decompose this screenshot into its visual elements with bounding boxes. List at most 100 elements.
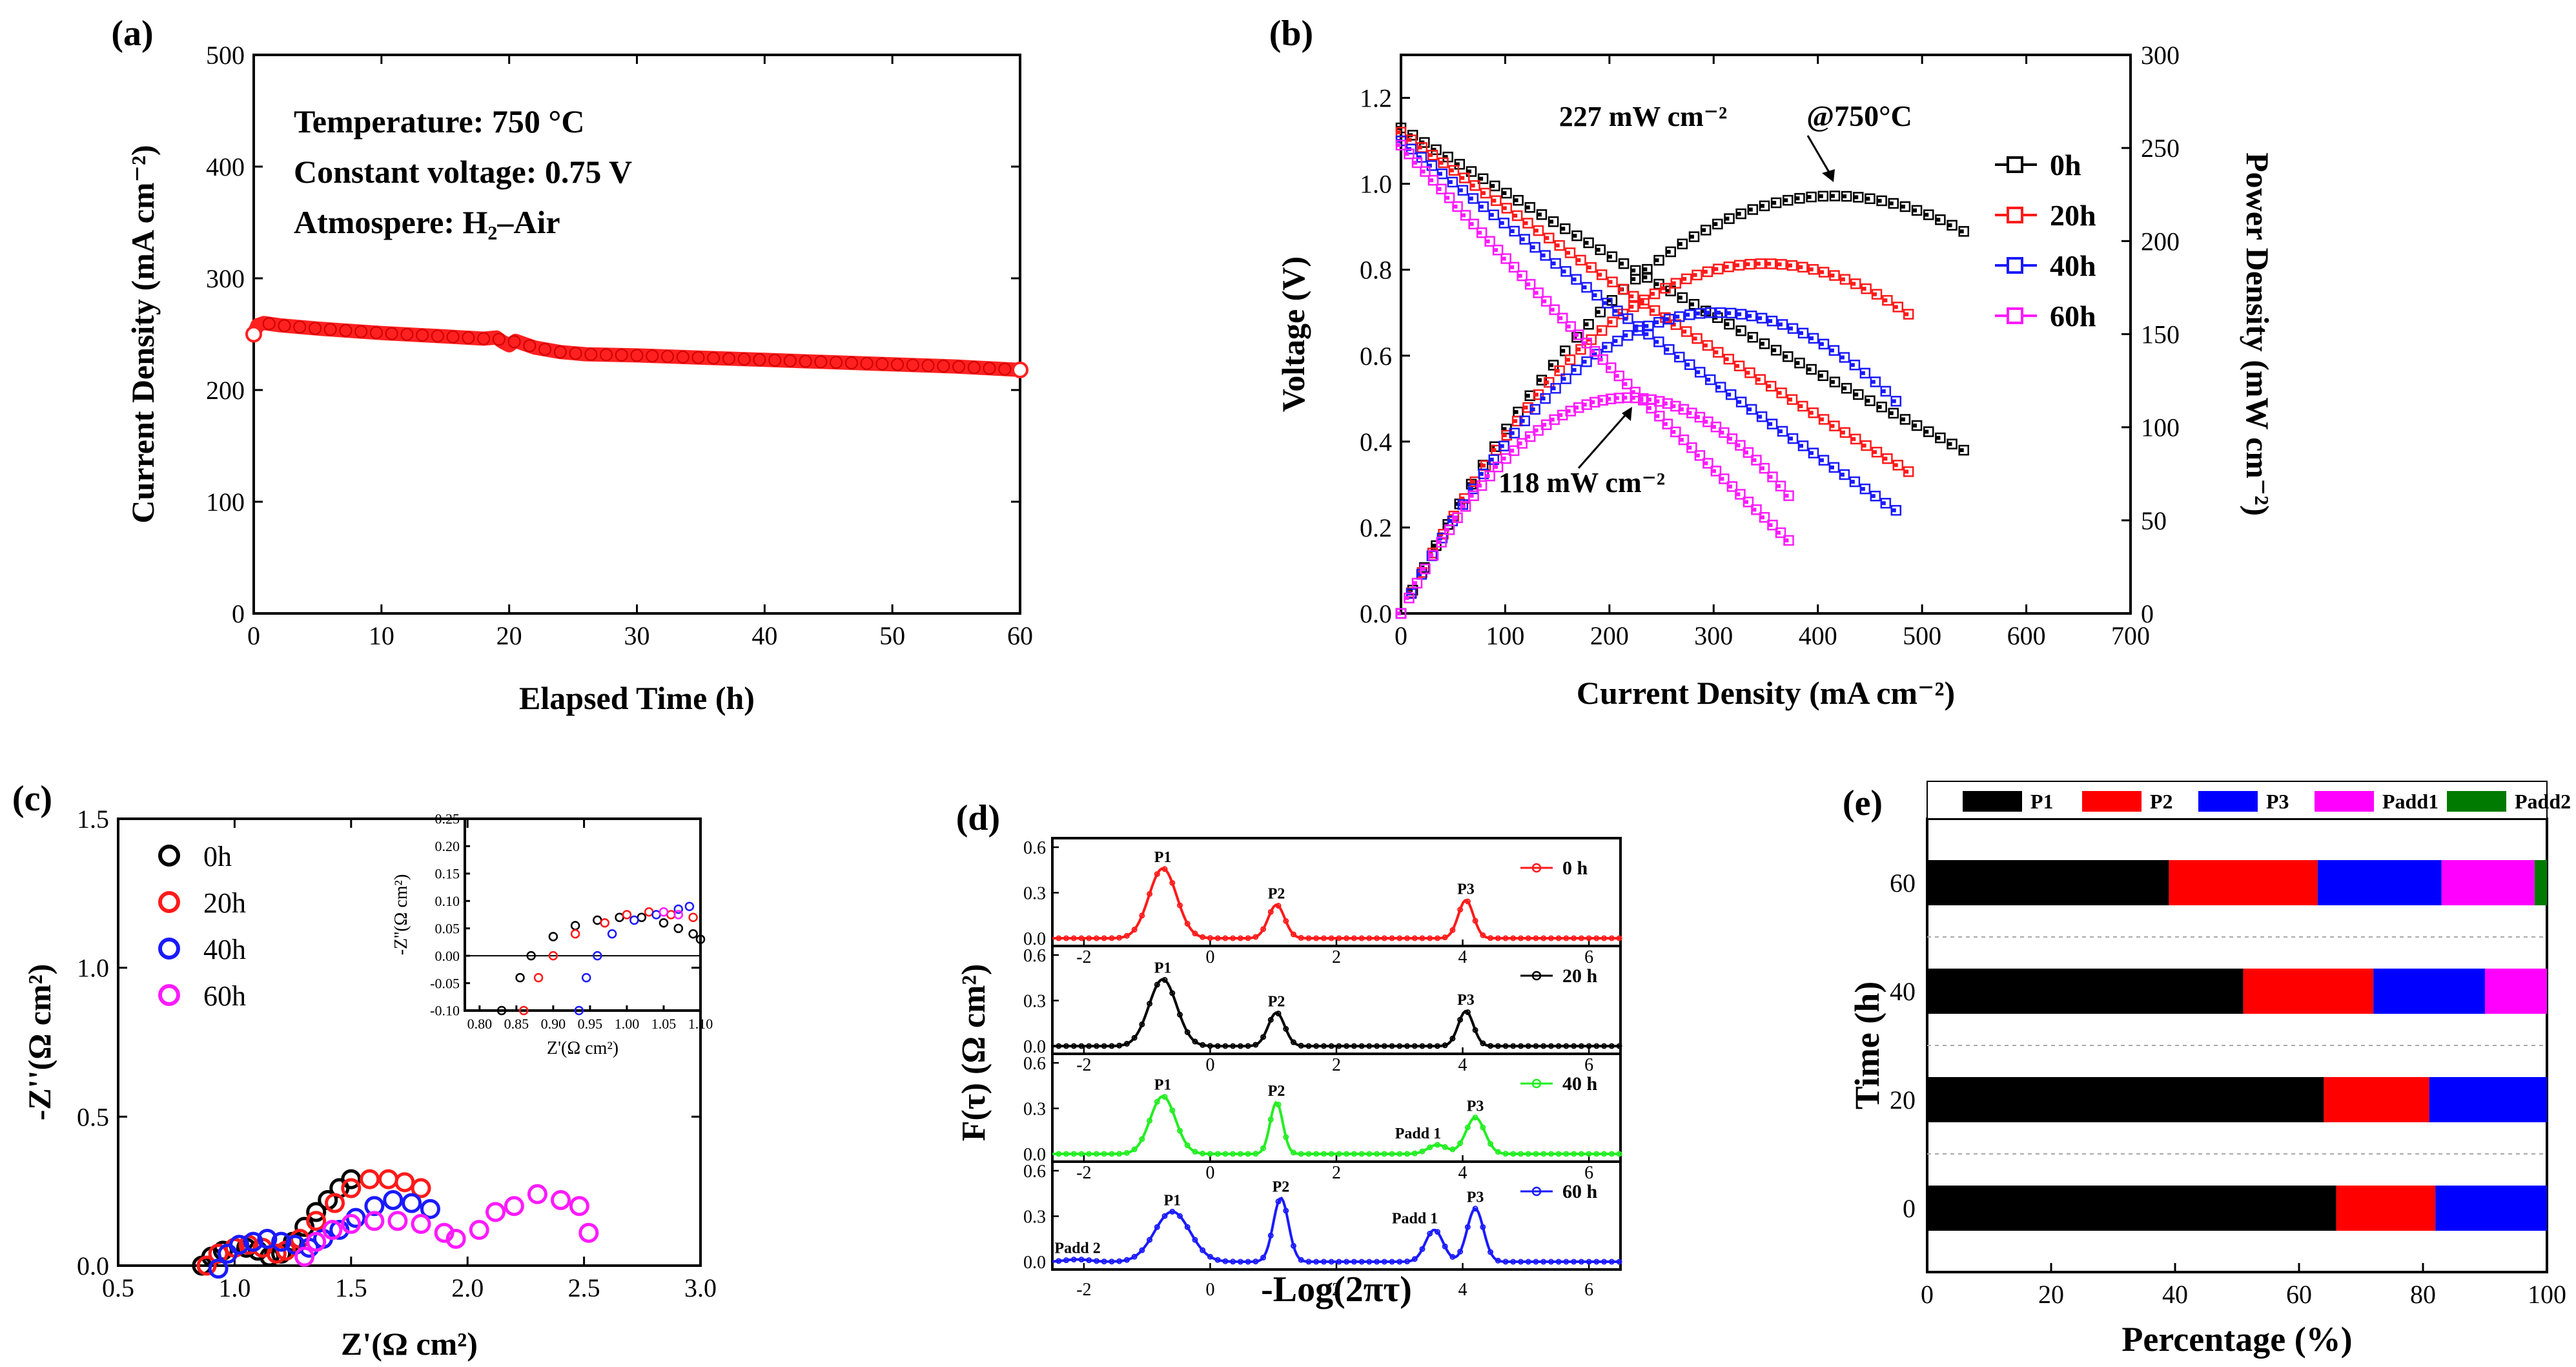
legend-label-e-Padd2: Padd2	[2515, 790, 2571, 813]
data-point-a	[768, 353, 782, 367]
drt-point	[1336, 1259, 1342, 1265]
data-point-a	[354, 325, 368, 338]
inset-point	[629, 915, 639, 925]
y-tick-label: 0.20	[435, 838, 460, 854]
drt-point	[1586, 1151, 1592, 1157]
drt-point	[1101, 1151, 1107, 1157]
drt-point	[1578, 935, 1584, 941]
drt-point	[1608, 935, 1615, 941]
drt-point	[1502, 1043, 1509, 1049]
drt-point	[1070, 935, 1077, 941]
bar-segment-Padd1	[2485, 969, 2547, 1014]
drt-point	[1116, 1258, 1123, 1264]
drt-point	[1298, 1257, 1304, 1263]
drt-point	[1313, 935, 1320, 941]
drt-point	[1101, 935, 1107, 941]
drt-point	[1427, 1230, 1433, 1237]
peak-label: P2	[1273, 1178, 1290, 1195]
drt-point	[1548, 1043, 1554, 1049]
drt-point	[1070, 1151, 1077, 1157]
drt-point	[1109, 1151, 1115, 1157]
y-axis-label-b-right: Power Density (mW cm⁻²)	[2240, 152, 2276, 516]
drt-point	[1169, 1208, 1176, 1215]
x-axis-label-a: Elapsed Time (h)	[519, 680, 755, 716]
drt-point	[1169, 879, 1176, 886]
data-point-a	[722, 352, 735, 365]
drt-point	[1328, 935, 1334, 941]
x-tick-label: 10	[369, 621, 394, 650]
drt-point	[1495, 1257, 1501, 1264]
drt-point	[1305, 1043, 1312, 1049]
drt-point	[1616, 1151, 1622, 1157]
x-tick-label: 1.5	[335, 1273, 367, 1302]
inset-point	[688, 912, 698, 922]
drt-point	[1510, 935, 1517, 941]
drt-point	[1291, 931, 1297, 938]
panel-label-d: (d)	[956, 798, 1000, 838]
drt-point	[1449, 1035, 1456, 1042]
nyquist-point-60h	[578, 1222, 599, 1243]
data-point-a	[967, 361, 981, 375]
drt-point	[1283, 1025, 1289, 1032]
panel-label-c: (c)	[12, 779, 52, 819]
nyquist-point-60h	[469, 1220, 489, 1240]
drt-point	[1457, 1248, 1464, 1255]
y-right-tick-label: 200	[2141, 227, 2180, 256]
drt-point	[1184, 1142, 1191, 1149]
data-point-a	[538, 343, 552, 356]
drt-point	[1396, 1259, 1403, 1265]
drt-point	[1525, 935, 1531, 941]
panel-label-b: (b)	[1269, 14, 1313, 54]
x-tick-label: 60	[2286, 1280, 2312, 1309]
drt-point	[1555, 1151, 1562, 1157]
drt-point	[1070, 1043, 1077, 1049]
legend-label-c-60h: 60h	[203, 980, 246, 1012]
x-tick-label: 2	[1332, 947, 1341, 967]
drt-point	[1078, 935, 1085, 941]
drt-point	[1123, 1040, 1130, 1047]
panel-a: (a) 0 10 20 30 40 50 60 0 100 200 300 400 500 Elapsed …	[111, 14, 1033, 716]
drt-point	[1313, 1043, 1320, 1049]
nyquist-point-60h	[341, 1213, 362, 1234]
data-point-a	[860, 356, 874, 370]
data-point-a	[921, 359, 935, 373]
drt-point	[1184, 921, 1191, 927]
drt-point	[1427, 1144, 1433, 1151]
drt-point	[1548, 1259, 1554, 1265]
drt-point	[1267, 1016, 1274, 1023]
inset-point	[526, 951, 536, 961]
drt-point	[1563, 1259, 1569, 1265]
y-tick-label: 0	[232, 599, 245, 628]
data-point-a	[523, 339, 537, 353]
data-point-a	[753, 353, 766, 367]
drt-point	[1237, 1259, 1243, 1265]
data-point-a	[278, 319, 291, 333]
drt-point	[1275, 1198, 1282, 1205]
drt-point	[1222, 1258, 1229, 1264]
nyquist-point-0h	[294, 1217, 315, 1237]
drt-point	[1411, 935, 1418, 941]
drt-point	[1252, 1151, 1259, 1157]
drt-point	[1601, 1151, 1608, 1157]
drt-point	[1419, 935, 1426, 941]
drt-point	[1351, 1043, 1357, 1049]
peak-label: P3	[1457, 881, 1475, 898]
drt-point	[1245, 1043, 1251, 1049]
drt-point	[1540, 1259, 1547, 1265]
drt-point	[1374, 1259, 1380, 1265]
inset-point	[684, 901, 695, 912]
nyquist-point-40h	[420, 1198, 440, 1219]
drt-point	[1510, 1151, 1517, 1157]
inset-point	[519, 1005, 529, 1016]
legend-label-c-40h: 40h	[203, 934, 246, 965]
annotation-a: Constant voltage: 0.75 V	[294, 154, 632, 190]
drt-point	[1442, 1042, 1448, 1049]
drt-point	[1510, 1259, 1517, 1265]
drt-point	[1305, 1259, 1312, 1265]
data-point-a	[492, 333, 506, 346]
legend-box-e	[1927, 781, 2548, 819]
nyquist-point-0h	[306, 1202, 327, 1222]
drt-point	[1116, 1042, 1123, 1049]
data-point-a	[339, 324, 353, 337]
x-tick-label: 0	[1205, 947, 1214, 967]
